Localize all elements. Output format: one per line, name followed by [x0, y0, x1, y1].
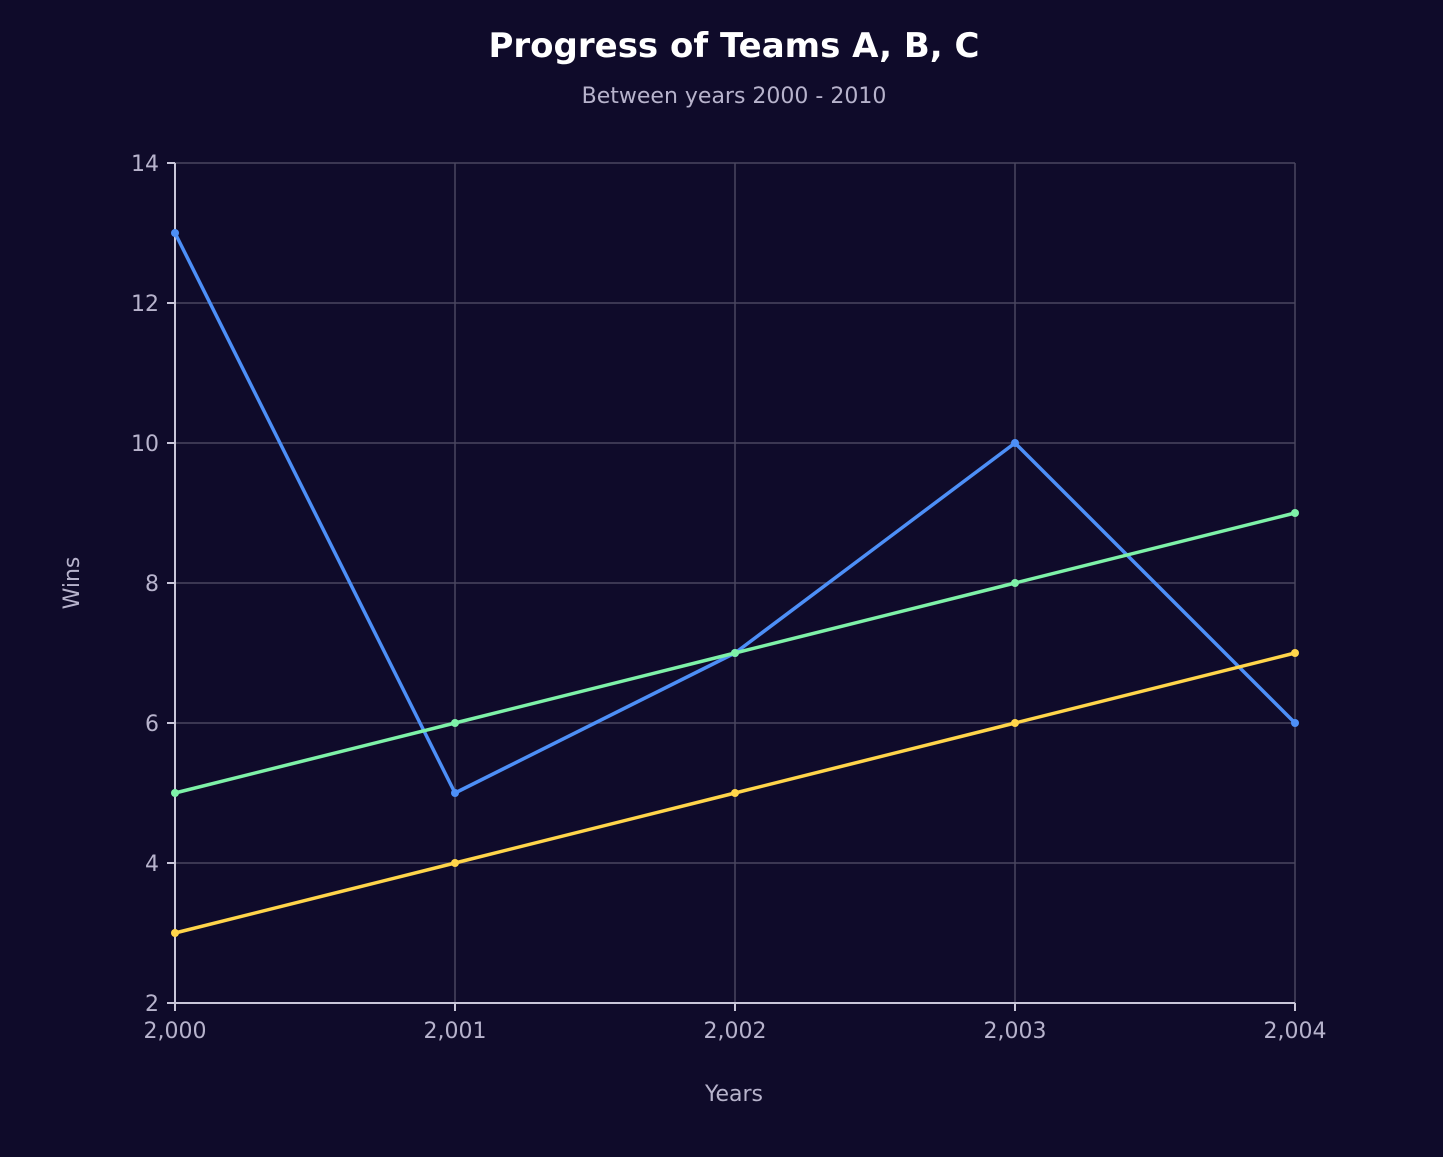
x-tick-label: 2,004 — [1264, 1019, 1327, 1044]
y-tick-label: 10 — [131, 432, 159, 457]
data-point[interactable] — [171, 929, 179, 937]
data-point[interactable] — [1011, 439, 1019, 447]
chart-subtitle: Between years 2000 - 2010 — [582, 84, 887, 109]
y-tick-label: 6 — [145, 712, 159, 737]
y-tick-label: 4 — [145, 852, 159, 877]
chart-title: Progress of Teams A, B, C — [488, 26, 979, 66]
y-tick-label: 12 — [131, 292, 159, 317]
x-axis-label: Years — [704, 1082, 763, 1107]
data-point[interactable] — [451, 859, 459, 867]
data-point[interactable] — [451, 789, 459, 797]
data-point[interactable] — [1291, 509, 1299, 517]
data-point[interactable] — [1291, 719, 1299, 727]
y-tick-label: 2 — [145, 992, 159, 1017]
series-3 — [171, 649, 1299, 937]
data-point[interactable] — [451, 719, 459, 727]
y-tick-label: 8 — [145, 572, 159, 597]
data-point[interactable] — [731, 649, 739, 657]
y-axis-label: Wins — [60, 557, 85, 610]
data-point[interactable] — [731, 789, 739, 797]
x-axis-ticks: 2,000 2,001 2,002 2,003 2,004 — [144, 1003, 1327, 1044]
x-tick-label: 2,002 — [704, 1019, 767, 1044]
data-point[interactable] — [1011, 719, 1019, 727]
grid — [175, 162, 1296, 1003]
y-tick-label: 14 — [131, 152, 159, 177]
x-tick-label: 2,003 — [984, 1019, 1047, 1044]
x-tick-label: 2,000 — [144, 1019, 207, 1044]
series-2 — [171, 509, 1299, 797]
data-point[interactable] — [1011, 579, 1019, 587]
data-point[interactable] — [171, 789, 179, 797]
x-tick-label: 2,001 — [424, 1019, 487, 1044]
data-point[interactable] — [171, 229, 179, 237]
series-layer — [171, 229, 1299, 937]
data-point[interactable] — [1291, 649, 1299, 657]
y-axis-ticks: 2 4 6 8 10 12 14 — [131, 152, 175, 1017]
